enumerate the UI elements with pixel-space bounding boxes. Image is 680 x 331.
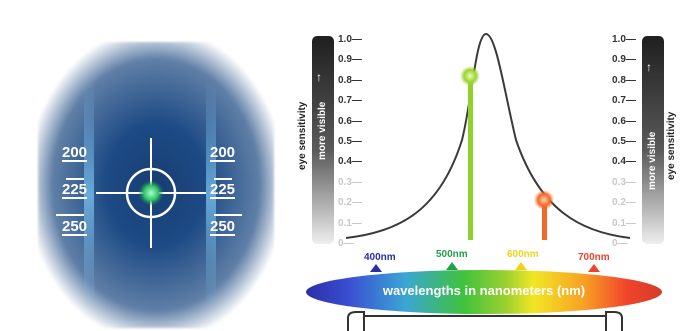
sensitivity-tick-label: 0— [338, 238, 354, 249]
orange-marker-line [542, 200, 547, 240]
sensitivity-tick-label: 1.0— [338, 34, 362, 45]
orange-marker-dot [534, 190, 554, 210]
sensitivity-tick-label: 0.3— [338, 176, 362, 188]
display-light-strip-left [84, 80, 94, 310]
sensitivity-tick-label: 1.0— [612, 34, 636, 45]
sensitivity-tick-label: 0.2— [338, 197, 362, 209]
sensitivity-tick-label: 0.4— [612, 156, 636, 168]
scale-left-minor-tick [56, 214, 84, 216]
wavelength-marker-500 [446, 262, 458, 270]
sensitivity-tick-label: 0.4— [338, 156, 362, 168]
scale-left-label: 200 [62, 144, 88, 161]
sensitivity-tick-label: 0.6— [612, 115, 636, 127]
sensitivity-tick-label: 0— [612, 238, 628, 249]
green-marker-line [468, 76, 473, 240]
sensitivity-tick-label: 0.7— [338, 95, 362, 107]
sensitivity-tick-label: 0.7— [612, 95, 636, 107]
spectrum-band-label: wavelengths in nanometers (nm) [382, 283, 586, 298]
scale-left-minor-tick [66, 178, 84, 180]
sensitivity-tick-label: 0.2— [612, 197, 636, 209]
wavelength-label-600: 600nm [507, 249, 539, 260]
sensitivity-tick-label: 0.5— [612, 136, 636, 147]
wavelength-marker-700 [588, 264, 600, 272]
wavelength-marker-400 [370, 264, 382, 272]
scale-right-minor-tick [214, 214, 242, 216]
sensitivity-tick-label: 0.9— [612, 54, 636, 66]
arrow-up-icon-right: ↑ [646, 60, 652, 74]
display-light-strip-right [206, 80, 216, 310]
sensitivity-tick-label: 0.9— [338, 54, 362, 66]
sensitivity-tick-label: 0.1— [338, 217, 362, 229]
green-marker-dot [460, 66, 480, 86]
crosshair-reticle [96, 138, 206, 248]
wavelength-marker-600 [515, 262, 527, 270]
arrow-up-icon-left: ↑ [316, 70, 322, 84]
sensitivity-bar-left [312, 36, 334, 244]
sensitivity-tick-label: 0.6— [338, 115, 362, 127]
scale-left-label: 250 [62, 218, 88, 235]
scale-right-minor-tick [214, 178, 232, 180]
wavelength-label-500: 500nm [436, 249, 468, 260]
spectrum-band [306, 270, 662, 314]
sensitivity-tick-label: 0.8— [338, 74, 362, 86]
scale-right-label: 250 [210, 218, 236, 235]
wavelength-label-400: 400nm [364, 252, 396, 263]
sensitivity-tick-label: 0.1— [612, 217, 636, 229]
sensitivity-bar-right [642, 36, 664, 244]
sensitivity-tick-label: 0.8— [612, 74, 636, 86]
scale-right-label: 225 [210, 181, 236, 198]
sensitivity-tick-label: 0.3— [612, 176, 636, 188]
scale-left-label: 225 [62, 181, 88, 198]
green-target-light [138, 180, 164, 206]
scale-right-label: 200 [210, 144, 236, 161]
sensitivity-tick-label: 0.5— [338, 136, 362, 147]
wavelength-label-700: 700nm [578, 252, 610, 263]
